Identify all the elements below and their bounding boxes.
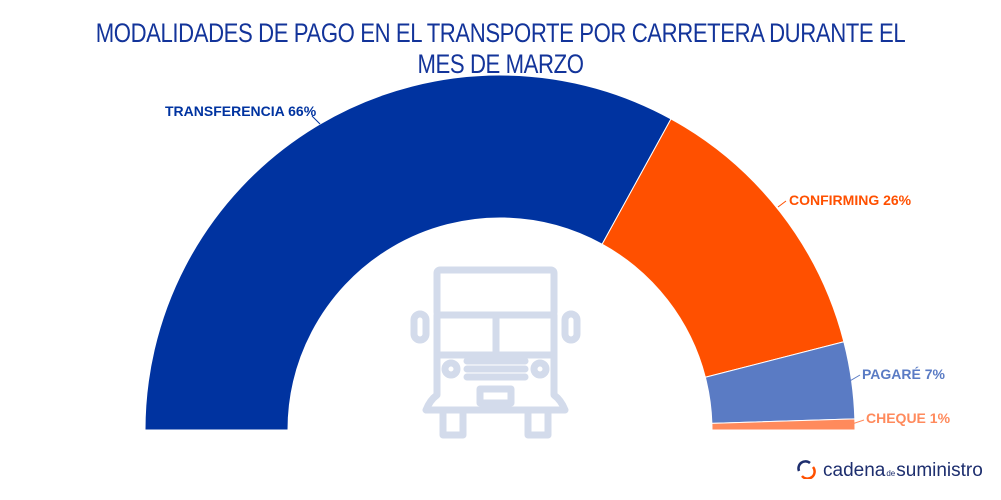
slice-transferencia — [144, 74, 672, 431]
slice-label: CHEQUE 1% — [866, 410, 951, 426]
chart-title: MODALIDADES DE PAGO EN EL TRANSPORTE POR… — [95, 18, 906, 79]
leader-line — [311, 115, 321, 125]
slice-label: CONFIRMING 26% — [789, 192, 912, 208]
truck-icon — [410, 266, 581, 439]
logo-text-3: suministro — [896, 460, 983, 481]
slice-label: PAGARÉ 7% — [862, 366, 946, 382]
leader-line — [777, 200, 787, 208]
cycle-arrows-icon — [797, 460, 816, 479]
logo-text-2: de — [886, 469, 896, 478]
logo-text-1: cadena — [823, 460, 886, 481]
brand-logo: cadena de suministro — [795, 456, 983, 482]
slice-label: TRANSFERENCIA 66% — [165, 103, 317, 119]
leader-line — [847, 374, 861, 383]
leader-line — [851, 419, 865, 425]
